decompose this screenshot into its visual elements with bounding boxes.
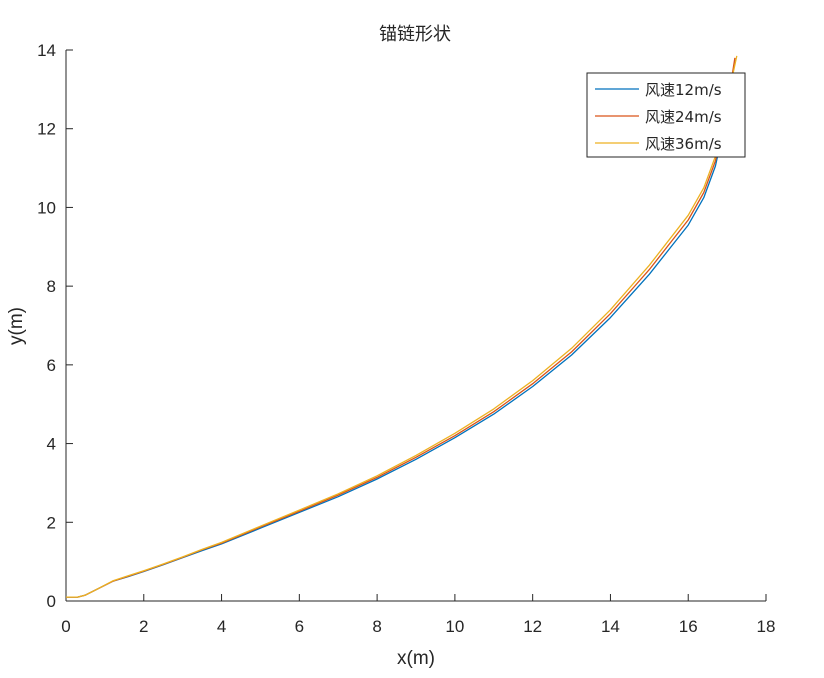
axes xyxy=(65,50,766,602)
y-tick-label: 8 xyxy=(47,277,56,296)
legend-label: 风速12m/s xyxy=(645,81,722,99)
x-tick-label: 0 xyxy=(61,617,70,636)
series-lines xyxy=(66,55,738,598)
y-tick-label: 14 xyxy=(37,41,56,60)
x-tick-label: 2 xyxy=(139,617,148,636)
x-tick-label: 14 xyxy=(601,617,620,636)
x-axis-label: x(m) xyxy=(397,648,435,669)
y-tick-label: 6 xyxy=(47,356,56,375)
chart-title: 锚链形状 xyxy=(379,24,451,45)
legend-label: 风速24m/s xyxy=(645,108,722,126)
y-tick-label: 10 xyxy=(37,198,56,217)
y-tick-label: 12 xyxy=(37,120,56,139)
legend-label: 风速36m/s xyxy=(645,135,722,153)
series-line-3 xyxy=(66,55,738,598)
y-tick-label: 4 xyxy=(47,435,56,454)
x-tick-label: 8 xyxy=(372,617,381,636)
y-tick-label: 0 xyxy=(47,592,56,611)
x-tick-label: 18 xyxy=(757,617,776,636)
y-tick-label: 2 xyxy=(47,513,56,532)
x-ticks: 0 2 4 6 8 10 12 14 16 18 xyxy=(61,594,775,636)
x-tick-label: 6 xyxy=(295,617,304,636)
legend: 风速12m/s 风速24m/s 风速36m/s xyxy=(586,72,746,158)
x-tick-label: 16 xyxy=(679,617,698,636)
x-tick-label: 4 xyxy=(217,617,226,636)
x-tick-label: 12 xyxy=(523,617,542,636)
x-tick-label: 10 xyxy=(445,617,464,636)
y-ticks: 0 2 4 6 8 10 12 14 xyxy=(37,41,73,611)
y-axis-label: y(m) xyxy=(6,307,27,345)
